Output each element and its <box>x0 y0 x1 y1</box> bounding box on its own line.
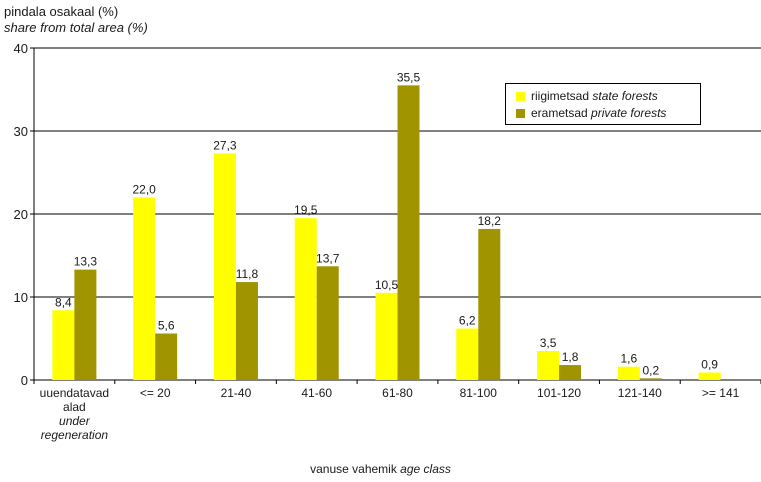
x-tick-label: uuendatavad <box>40 386 109 400</box>
data-label: 1,6 <box>620 352 637 366</box>
data-label: 22,0 <box>132 182 156 196</box>
bar-state <box>456 328 479 380</box>
x-axis-title-en: age class <box>400 462 451 476</box>
data-label: 11,8 <box>236 267 259 281</box>
x-tick-label: 21-40 <box>221 386 252 400</box>
bar-state <box>617 366 640 380</box>
legend-swatch-private <box>516 108 525 118</box>
legend-swatch-state <box>516 91 525 101</box>
bar-state <box>52 310 75 380</box>
data-label: 6,2 <box>459 314 476 328</box>
y-axis-title-en: share from total area (%) <box>4 20 148 35</box>
data-label: 5,6 <box>158 319 175 333</box>
data-label: 0,9 <box>701 358 718 372</box>
x-axis-title-et: vanuse vahemik <box>310 462 397 476</box>
y-tick-label: 30 <box>14 124 28 139</box>
legend-label-private-et: erametsad <box>531 106 588 120</box>
y-tick-label: 40 <box>14 41 28 56</box>
bar-state <box>698 372 721 380</box>
bar-state <box>537 350 560 380</box>
data-label: 8,4 <box>55 295 72 309</box>
x-tick-label: <= 20 <box>140 386 171 400</box>
bar-private <box>639 378 662 380</box>
bar-private <box>316 266 339 380</box>
bar-state <box>213 153 236 380</box>
data-label: 10,5 <box>375 278 399 292</box>
x-tick-label: alad <box>63 400 86 414</box>
x-tick-label: under <box>59 414 91 428</box>
bar-private <box>397 85 420 380</box>
legend: riigimetsad state forests erametsad priv… <box>505 83 701 125</box>
data-label: 0,2 <box>642 363 659 377</box>
x-axis-title: vanuse vahemik age class <box>0 462 761 476</box>
x-tick-label: 121-140 <box>618 386 662 400</box>
x-tick-label: 41-60 <box>301 386 332 400</box>
y-axis-title-et: pindala osakaal (%) <box>4 4 119 19</box>
legend-label-state-en: state forests <box>592 89 658 103</box>
data-label: 19,5 <box>294 203 318 217</box>
y-tick-label: 0 <box>21 373 28 388</box>
y-tick-label: 10 <box>14 290 28 305</box>
data-label: 3,5 <box>540 336 557 350</box>
data-label: 1,8 <box>562 350 579 364</box>
data-label: 35,5 <box>397 70 421 84</box>
bar-state <box>294 218 317 380</box>
bar-private <box>559 365 582 380</box>
x-tick-label: 61-80 <box>382 386 413 400</box>
legend-label-private-en: private forests <box>591 106 667 120</box>
x-tick-label: >= 141 <box>702 386 740 400</box>
x-tick-label: 81-100 <box>460 386 498 400</box>
legend-item-private: erametsad private forests <box>516 106 666 120</box>
y-axis-title: pindala osakaal (%) share from total are… <box>4 4 148 36</box>
bar-private <box>155 333 178 380</box>
bar-private <box>74 269 97 380</box>
bar-state <box>133 197 156 380</box>
x-tick-label: 101-120 <box>537 386 581 400</box>
bar-private <box>235 282 258 380</box>
x-tick-label: regeneration <box>41 428 109 442</box>
legend-label-state-et: riigimetsad <box>531 89 590 103</box>
data-label: 13,7 <box>316 251 340 265</box>
legend-item-state: riigimetsad state forests <box>516 89 658 103</box>
bar-private <box>478 228 501 380</box>
bar-state <box>375 292 398 380</box>
data-label: 27,3 <box>213 138 237 152</box>
data-label: 18,2 <box>478 214 502 228</box>
data-label: 13,3 <box>74 255 98 269</box>
y-tick-label: 20 <box>14 207 28 222</box>
